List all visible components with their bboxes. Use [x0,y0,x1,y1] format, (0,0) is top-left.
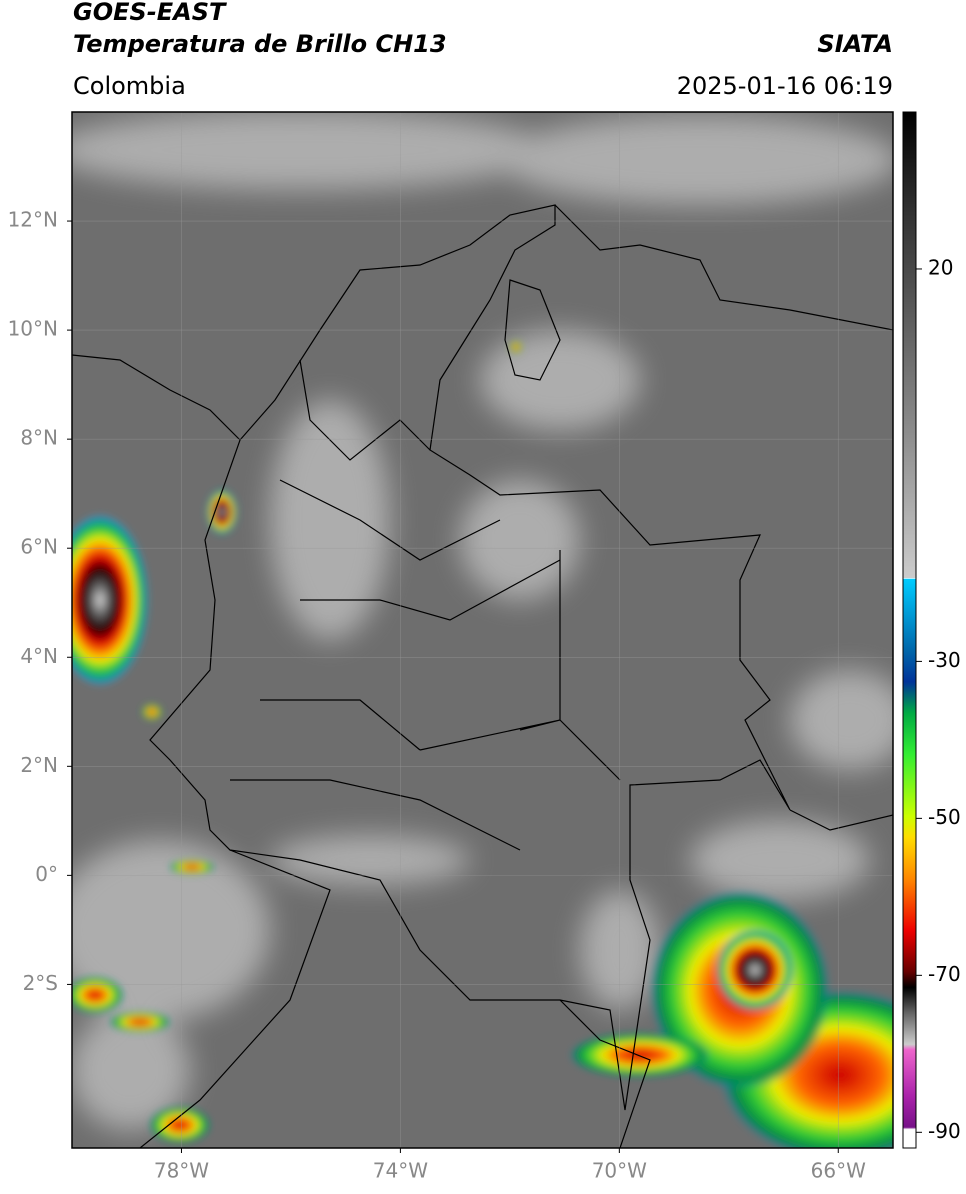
y-tick-label: 2°S [23,971,58,995]
colorbar-tick-label: -90 [928,1119,961,1143]
y-tick-label: 0° [35,862,58,886]
colorbar [902,111,917,1149]
y-tick-label: 4°N [20,644,58,668]
title: GOES-EAST [73,0,227,26]
datetime: 2025-01-16 06:19 [677,72,893,100]
y-tick-label: 8°N [20,426,58,450]
colorbar-tick-label: -70 [928,962,961,986]
colorbar-tick-label: 20 [928,255,953,279]
map-imagery [72,112,893,1148]
grid [72,112,893,1148]
y-tick-label: 2°N [20,753,58,777]
x-tick-label: 70°W [592,1159,647,1183]
subtitle: Temperatura de Brillo CH13 [73,30,447,58]
colorbar-tick-label: -50 [928,805,961,829]
region: Colombia [73,72,186,100]
source: SIATA [817,30,893,58]
map-frame [71,111,894,1149]
x-tick-label: 74°W [373,1159,428,1183]
x-tick-label: 66°W [811,1159,866,1183]
y-tick-label: 12°N [8,208,58,232]
y-tick-label: 6°N [20,535,58,559]
y-tick-label: 10°N [8,317,58,341]
x-tick-label: 78°W [154,1159,209,1183]
colorbar-tick-label: -30 [928,648,961,672]
